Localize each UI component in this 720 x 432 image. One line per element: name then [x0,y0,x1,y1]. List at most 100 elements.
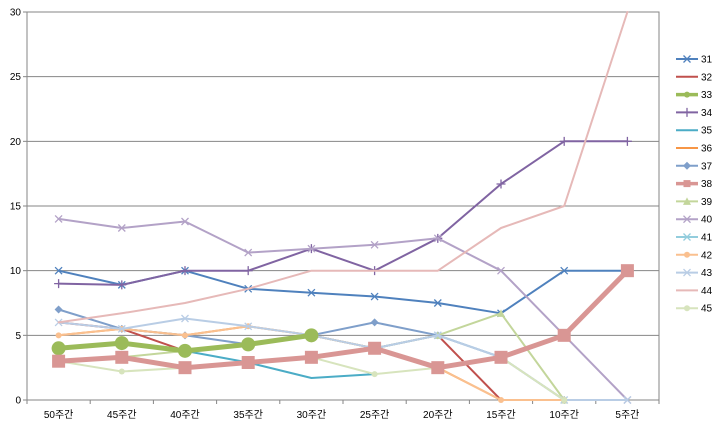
legend-label: 44 [701,286,713,297]
data-point [117,224,126,232]
data-point [370,240,379,249]
data-point [371,371,378,378]
data-point [557,328,571,342]
data-point [178,343,192,358]
data-point [55,332,62,339]
data-point [684,251,690,258]
series-line [57,11,629,324]
series-38 [52,264,634,375]
legend-label: 43 [701,268,713,279]
data-point [682,107,692,117]
data-point [368,341,382,355]
x-tick-label: 25주간 [360,409,390,421]
data-point [114,336,129,351]
legend-item: 32 [676,72,713,83]
x-tick-label: 10주간 [549,409,579,421]
legend-item: 33 [676,90,713,101]
data-point [433,234,442,243]
y-tick-label: 15 [10,202,22,213]
series-line [56,268,630,371]
data-point [683,180,691,188]
data-point [433,299,442,307]
legend-label: 45 [701,304,713,315]
data-point [241,337,256,352]
x-tick-label: 20주간 [423,409,453,421]
axes: 0 5 10 15 20 25 30 50주간 45주간 40주간 35주간 30주간 25주간 20주간… [10,8,660,421]
data-point [370,292,379,301]
data-point [683,55,691,63]
data-point [307,288,316,297]
data-point [54,214,63,223]
legend-label: 40 [701,215,713,226]
legend-label: 42 [701,250,713,261]
y-tick-label: 10 [10,266,22,277]
data-point [623,396,632,404]
data-point [244,248,253,257]
data-point [494,350,508,364]
x-tick-label: 30주간 [297,409,327,421]
legend-item: 38 [676,179,713,190]
series-33 [51,328,319,358]
data-point [559,136,569,146]
data-point [304,328,319,343]
x-tick-label: 45주간 [107,409,137,421]
data-point [683,233,691,241]
data-point [178,361,192,375]
data-point [683,215,691,224]
data-point [115,350,129,364]
data-point [497,266,505,275]
x-tick-label: 50주간 [44,409,74,421]
legend-item: 42 [676,250,713,261]
y-tick-label: 5 [15,331,21,342]
legend-item: 41 [676,233,713,244]
x-tick-label: 15주간 [486,409,516,421]
data-point [304,350,318,364]
data-point [54,279,64,289]
data-point [117,280,127,290]
legend-item: 43 [676,268,713,279]
legend-label: 37 [701,161,713,172]
data-point [561,397,568,403]
data-point [433,331,442,340]
y-tick-label: 0 [15,396,21,407]
data-point [243,266,253,276]
data-point [181,217,189,226]
data-point [496,179,506,189]
legend-label: 36 [701,144,713,155]
y-tick-label: 30 [10,8,22,19]
data-point [497,309,505,317]
series-line [57,217,629,401]
data-point [117,324,126,333]
data-point [241,355,255,369]
data-point [683,197,691,205]
data-point [684,305,690,312]
legend-item: 35 [676,126,713,137]
data-point [683,161,691,170]
legend-item: 45 [676,304,713,315]
data-point [498,397,504,403]
x-tick-label: 35주간 [233,409,263,421]
y-tick-label: 20 [10,137,22,148]
legend-label: 35 [701,126,713,137]
legend: 31 32 33 34 35 36 37 38 39 40 41 42 43 44 45 [676,55,713,315]
x-tick-label: 5주간 [615,409,639,421]
legend-item: 31 [676,55,713,66]
data-point [182,332,188,339]
legend-item: 37 [676,161,713,172]
data-point [52,354,66,368]
legend-label: 38 [701,179,713,190]
legend-label: 34 [701,108,713,119]
data-point [181,314,189,323]
data-point [54,266,63,275]
data-point [622,136,632,146]
data-point [244,322,253,331]
legend-label: 41 [701,233,713,244]
data-point [370,318,379,327]
data-point [684,91,690,98]
data-point [118,368,125,375]
data-point [51,341,66,356]
series-group [51,11,634,404]
data-point [620,264,634,278]
